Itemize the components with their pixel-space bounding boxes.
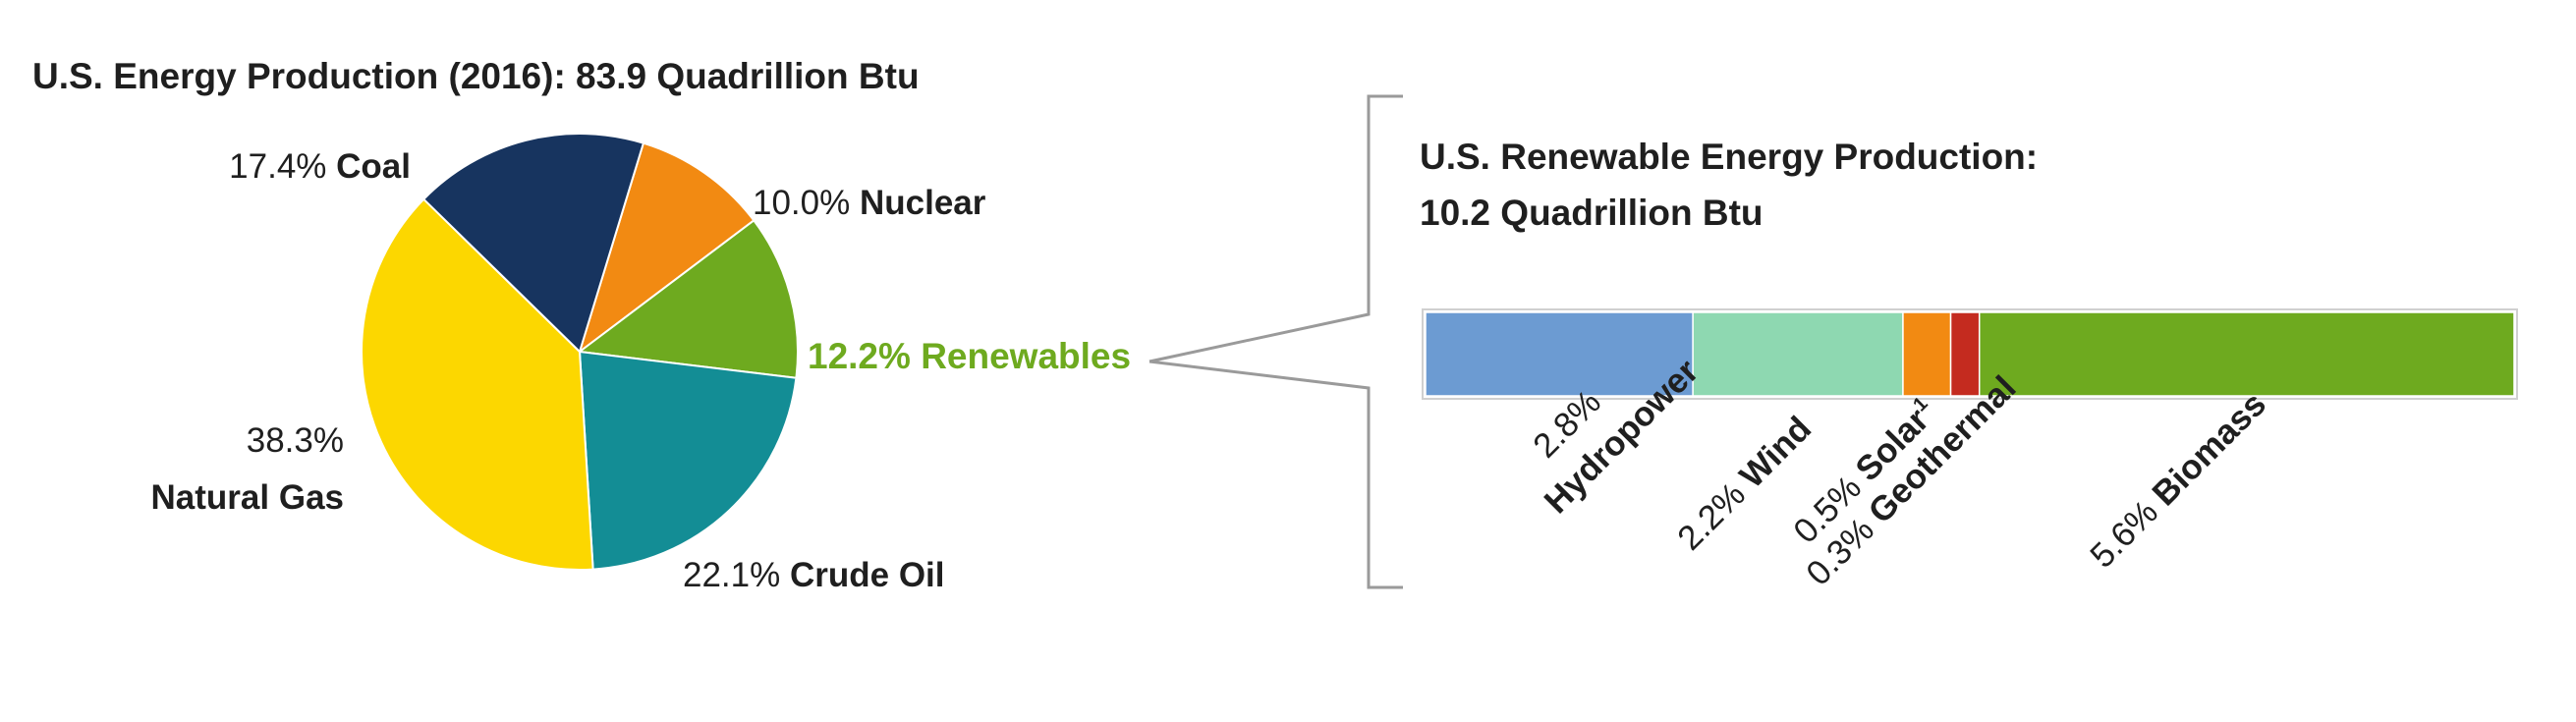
pie-label-renewables: 12.2% Renewables bbox=[808, 336, 1131, 376]
pie-label-nuclear: 10.0% Nuclear bbox=[753, 184, 986, 222]
bar-chart-title-line2: 10.2 Quadrillion Btu bbox=[1420, 193, 1764, 233]
bar-segment-solar bbox=[1902, 311, 1952, 397]
bar-segment-geothermal bbox=[1949, 311, 1981, 397]
bar-segment-biomass bbox=[1978, 311, 2515, 397]
zoom-connector bbox=[1148, 94, 1403, 589]
stacked-bar-chart bbox=[1422, 308, 2518, 400]
bar-chart-title-line1: U.S. Renewable Energy Production: bbox=[1420, 137, 2038, 177]
pie-chart bbox=[361, 133, 799, 571]
bar-segment-wind bbox=[1692, 311, 1904, 397]
pie-label-natural-gas-name: Natural Gas bbox=[151, 478, 344, 517]
pie-slice-nuclear bbox=[578, 141, 756, 355]
bar-label-wind: 2.2% Wind bbox=[1670, 410, 1819, 558]
bar-label-biomass: 5.6% Biomass bbox=[2083, 385, 2273, 576]
pie-slice-coal bbox=[421, 133, 645, 354]
pie-label-coal: 17.4% Coal bbox=[229, 147, 411, 186]
pie-chart-labels: 10.0% Nuclear 12.2% Renewables 22.1% Crude… bbox=[151, 147, 1132, 594]
pie-chart-title: U.S. Energy Production (2016): 83.9 Quad… bbox=[32, 56, 920, 96]
pie-slice-natural-gas bbox=[361, 197, 594, 571]
pie-slice-crude-oil bbox=[578, 350, 798, 571]
pie-label-natural-gas-percent: 38.3% bbox=[247, 421, 344, 460]
pie-slice-renewables bbox=[577, 218, 799, 379]
pie-label-crude-oil: 22.1% Crude Oil bbox=[683, 556, 945, 594]
